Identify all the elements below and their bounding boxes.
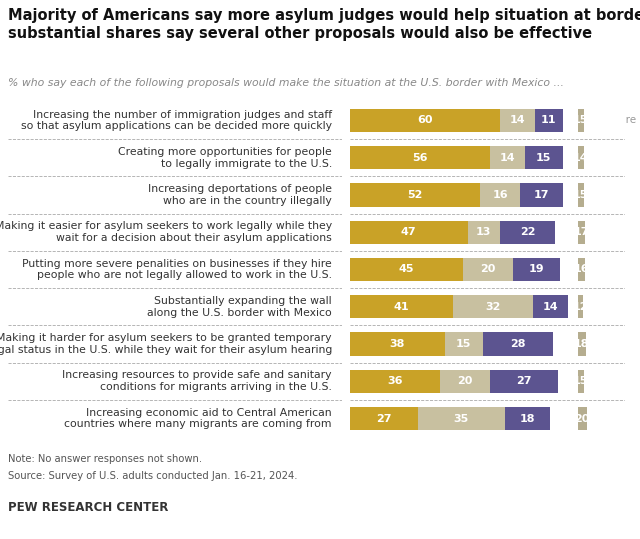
Bar <box>440 370 490 393</box>
Bar <box>577 333 586 356</box>
Text: Not sure: Not sure <box>592 115 636 125</box>
Text: 28: 28 <box>509 339 525 349</box>
Text: 15: 15 <box>573 115 589 126</box>
Text: 60: 60 <box>417 115 433 126</box>
Text: 45: 45 <box>399 265 414 274</box>
Bar <box>350 109 500 132</box>
Text: Making it easier for asylum seekers to work legally while they
wait for a decisi: Making it easier for asylum seekers to w… <box>0 222 332 243</box>
Bar <box>350 220 467 244</box>
Bar <box>350 258 463 281</box>
Bar <box>350 333 445 356</box>
Text: Increasing resources to provide safe and sanitary
conditions for migrants arrivi: Increasing resources to provide safe and… <box>63 370 332 392</box>
Text: 20: 20 <box>480 265 495 274</box>
Bar <box>532 295 568 319</box>
Bar <box>577 295 583 319</box>
Text: Worse: Worse <box>556 115 595 125</box>
Text: 15: 15 <box>573 190 589 200</box>
Bar <box>483 333 552 356</box>
Bar <box>577 109 584 132</box>
Text: 22: 22 <box>520 227 535 237</box>
Bar <box>535 109 563 132</box>
Text: 47: 47 <box>401 227 417 237</box>
Text: Increasing economic aid to Central American
countries where many migrants are co: Increasing economic aid to Central Ameri… <box>65 407 332 429</box>
Bar <box>467 220 500 244</box>
Text: Increasing the number of immigration judges and staff
so that asylum application: Increasing the number of immigration jud… <box>21 110 332 132</box>
Text: 17: 17 <box>573 227 589 237</box>
Bar <box>520 183 563 206</box>
Bar <box>525 146 563 169</box>
Bar <box>500 109 535 132</box>
Text: 35: 35 <box>454 413 469 424</box>
Bar <box>490 370 557 393</box>
Bar <box>350 183 480 206</box>
Text: 14: 14 <box>542 302 558 312</box>
Text: Making it harder for asylum seekers to be granted temporary
legal status in the : Making it harder for asylum seekers to b… <box>0 333 332 355</box>
Text: 52: 52 <box>407 190 422 200</box>
Text: 11: 11 <box>541 115 557 126</box>
Text: Putting more severe penalities on businesses if they hire
people who are not leg: Putting more severe penalities on busine… <box>22 259 332 280</box>
Text: 15: 15 <box>536 153 552 163</box>
Bar <box>480 183 520 206</box>
Text: 27: 27 <box>376 413 392 424</box>
Text: 14: 14 <box>573 153 588 163</box>
Bar <box>577 370 584 393</box>
Text: Majority of Americans say more asylum judges would help situation at border;
sub: Majority of Americans say more asylum ju… <box>8 8 640 41</box>
Bar <box>463 258 513 281</box>
Bar <box>513 258 560 281</box>
Text: 32: 32 <box>485 302 500 312</box>
Text: 15: 15 <box>456 339 472 349</box>
Text: 19: 19 <box>529 265 544 274</box>
Text: 20: 20 <box>574 413 589 424</box>
Text: Note: No answer responses not shown.: Note: No answer responses not shown. <box>8 454 202 464</box>
Text: Better: Better <box>407 115 447 125</box>
Text: 38: 38 <box>390 339 405 349</box>
Text: Increasing deportations of people
who are in the country illegally: Increasing deportations of people who ar… <box>148 184 332 206</box>
Text: Creating more opportunities for people
to legally immigrate to the U.S.: Creating more opportunities for people t… <box>118 147 332 169</box>
Text: 41: 41 <box>394 302 409 312</box>
Bar <box>490 146 525 169</box>
Bar <box>500 220 555 244</box>
Text: 18: 18 <box>574 339 589 349</box>
Text: 27: 27 <box>516 376 531 386</box>
Text: 17: 17 <box>534 190 549 200</box>
Bar <box>505 407 550 430</box>
Text: 16: 16 <box>573 265 589 274</box>
Bar <box>452 295 532 319</box>
Bar <box>350 407 417 430</box>
Bar <box>445 333 483 356</box>
Text: 56: 56 <box>412 153 428 163</box>
Bar <box>577 407 586 430</box>
Text: 12: 12 <box>572 302 588 312</box>
Bar <box>417 407 505 430</box>
Text: Not make
much
difference: Not make much difference <box>497 112 550 145</box>
Bar <box>577 220 585 244</box>
Text: Source: Survey of U.S. adults conducted Jan. 16-21, 2024.: Source: Survey of U.S. adults conducted … <box>8 471 298 481</box>
Text: 20: 20 <box>458 376 473 386</box>
Bar <box>350 370 440 393</box>
Text: 18: 18 <box>520 413 535 424</box>
Text: 14: 14 <box>500 153 515 163</box>
Bar <box>350 146 490 169</box>
Text: Substantially expanding the wall
along the U.S. border with Mexico: Substantially expanding the wall along t… <box>147 296 332 317</box>
Text: 36: 36 <box>387 376 403 386</box>
Bar <box>577 146 584 169</box>
Text: 15: 15 <box>573 376 589 386</box>
Text: 14: 14 <box>509 115 525 126</box>
Bar <box>350 295 452 319</box>
Text: % who say each of the following proposals would make the situation at the U.S. b: % who say each of the following proposal… <box>8 78 564 88</box>
Bar <box>577 258 585 281</box>
Text: 16: 16 <box>492 190 508 200</box>
Bar <box>577 183 584 206</box>
Text: 13: 13 <box>476 227 492 237</box>
Text: PEW RESEARCH CENTER: PEW RESEARCH CENTER <box>8 501 168 514</box>
